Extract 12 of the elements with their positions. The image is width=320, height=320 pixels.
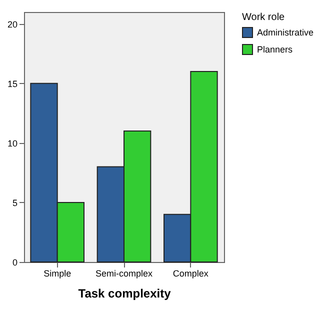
x-tick-label: Complex [172,268,209,278]
legend-label: Planners [257,44,294,54]
y-tick-label: 15 [7,78,18,89]
x-axis-title: Task complexity [78,286,172,300]
y-tick-label: 10 [7,138,18,148]
y-tick-label: 0 [12,258,18,268]
legend-title: Work role [242,12,286,23]
x-tick-label: Semi-complex [95,268,154,278]
y-tick-label: 5 [12,198,18,208]
legend-label: Administrative [257,28,314,38]
x-tick-label: Simple [44,268,72,278]
y-tick-label: 20 [7,19,18,30]
